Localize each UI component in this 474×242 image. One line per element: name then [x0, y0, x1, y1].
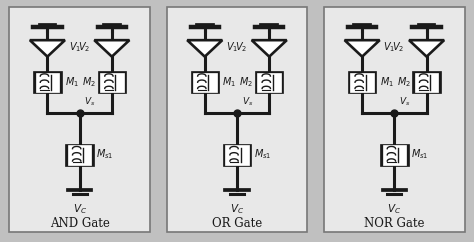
Bar — [65, 144, 94, 166]
Bar — [383, 145, 406, 165]
Bar — [350, 73, 374, 92]
Text: $V_1$: $V_1$ — [69, 40, 81, 54]
Text: $M_{s1}$: $M_{s1}$ — [96, 147, 114, 161]
Bar — [191, 71, 219, 93]
Text: $V_1$: $V_1$ — [226, 40, 238, 54]
Text: $M_1$: $M_1$ — [65, 75, 79, 89]
Bar — [36, 73, 59, 92]
Bar — [257, 73, 281, 92]
Bar — [193, 73, 217, 92]
Text: $M_2$: $M_2$ — [82, 75, 96, 89]
Text: $M_1$: $M_1$ — [222, 75, 237, 89]
Bar — [68, 145, 91, 165]
Text: $V_C$: $V_C$ — [73, 202, 87, 216]
Polygon shape — [345, 40, 380, 57]
Bar — [412, 71, 441, 93]
Bar — [348, 71, 376, 93]
Bar — [223, 144, 251, 166]
Bar — [415, 73, 438, 92]
FancyBboxPatch shape — [9, 7, 150, 232]
Text: $V_s$: $V_s$ — [399, 96, 410, 108]
Text: $V_2$: $V_2$ — [235, 40, 247, 54]
Text: $V_C$: $V_C$ — [387, 202, 401, 216]
Text: $V_1$: $V_1$ — [383, 40, 396, 54]
Text: $M_{s1}$: $M_{s1}$ — [254, 147, 271, 161]
Bar — [225, 145, 249, 165]
Text: $M_{s1}$: $M_{s1}$ — [411, 147, 428, 161]
Text: $M_2$: $M_2$ — [397, 75, 410, 89]
Bar — [255, 71, 283, 93]
Polygon shape — [187, 40, 222, 57]
Bar — [100, 73, 124, 92]
Polygon shape — [252, 40, 287, 57]
Polygon shape — [30, 40, 65, 57]
Text: $V_C$: $V_C$ — [230, 202, 244, 216]
Bar — [33, 71, 62, 93]
Text: $M_1$: $M_1$ — [380, 75, 394, 89]
FancyBboxPatch shape — [167, 7, 307, 232]
FancyBboxPatch shape — [324, 7, 465, 232]
Text: NOR Gate: NOR Gate — [364, 217, 425, 230]
Text: $V_s$: $V_s$ — [84, 96, 96, 108]
Text: $M_2$: $M_2$ — [239, 75, 253, 89]
Text: $V_s$: $V_s$ — [242, 96, 253, 108]
Polygon shape — [94, 40, 129, 57]
Text: AND Gate: AND Gate — [50, 217, 109, 230]
Text: $V_2$: $V_2$ — [392, 40, 405, 54]
Text: $V_2$: $V_2$ — [78, 40, 90, 54]
Text: OR Gate: OR Gate — [212, 217, 262, 230]
Bar — [380, 144, 409, 166]
Bar — [98, 71, 126, 93]
Polygon shape — [409, 40, 444, 57]
